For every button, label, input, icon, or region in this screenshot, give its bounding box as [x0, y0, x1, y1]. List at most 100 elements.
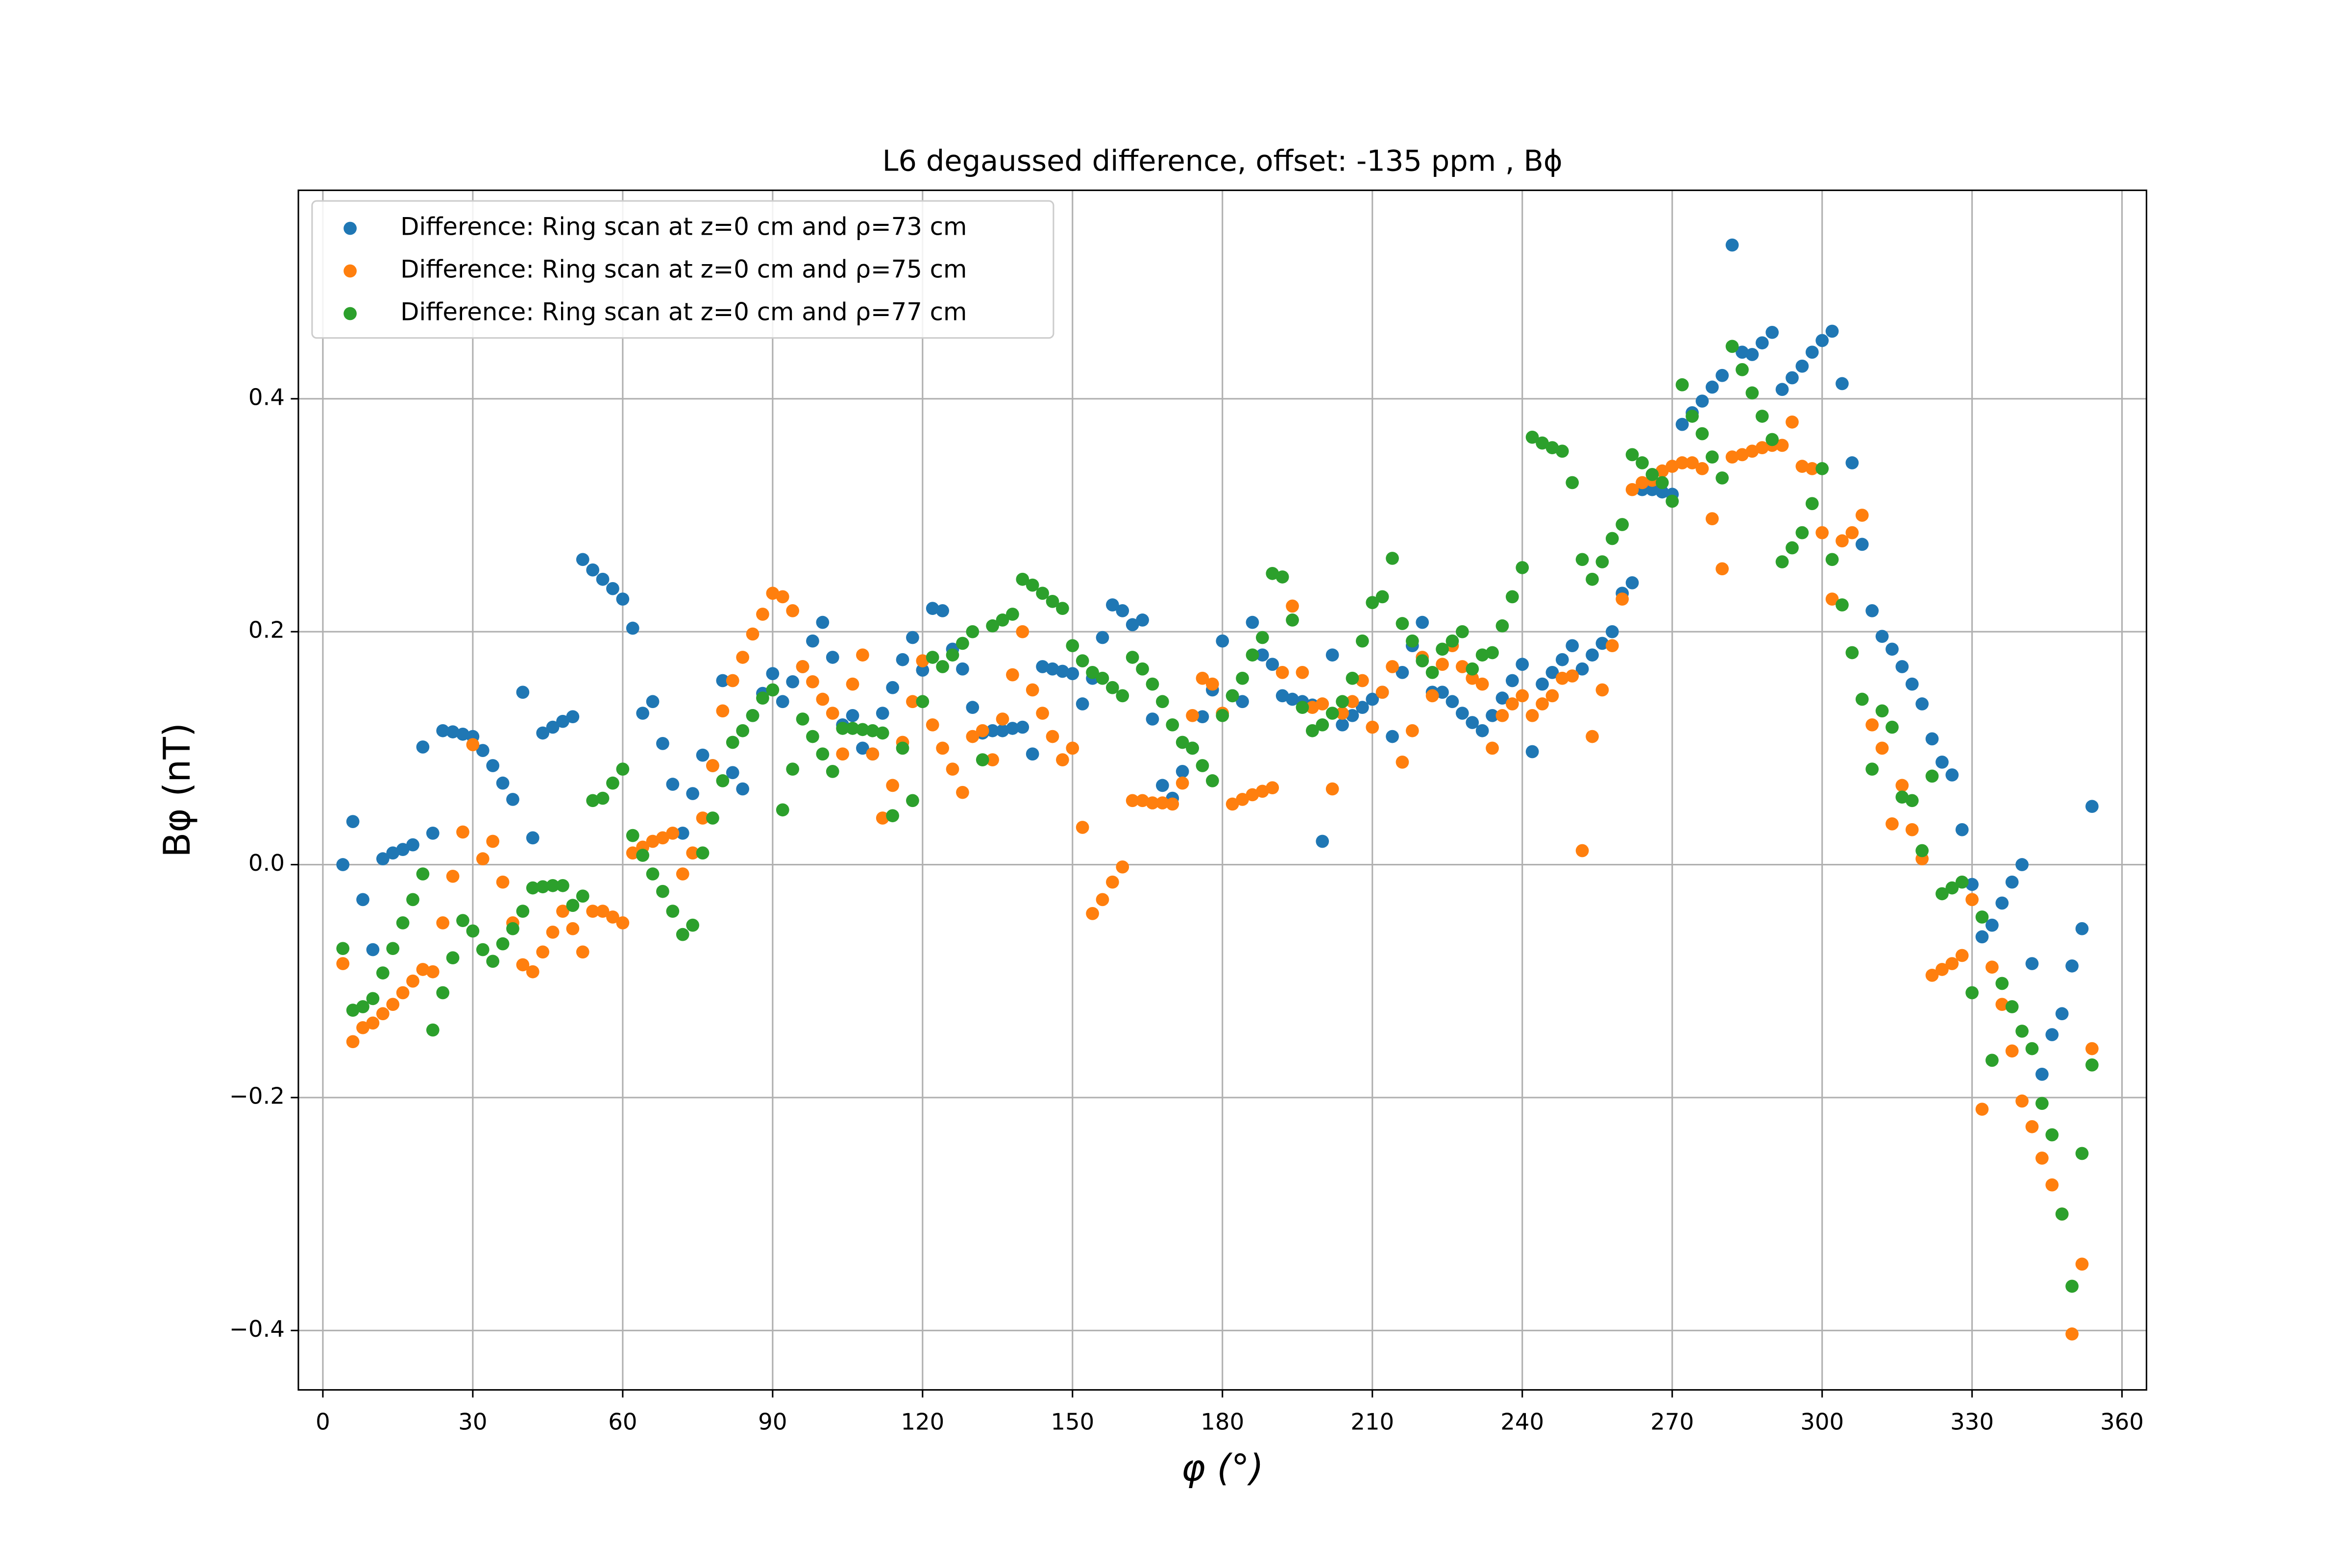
data-point — [606, 776, 619, 790]
data-point — [546, 926, 560, 939]
data-point — [1825, 324, 1839, 338]
data-point — [1236, 671, 1249, 685]
data-point — [1336, 695, 1349, 709]
data-point — [376, 1007, 390, 1021]
data-point — [586, 905, 600, 918]
data-point — [1595, 637, 1609, 650]
x-axis-label: φ (°) — [1181, 1447, 1264, 1490]
legend: Difference: Ring scan at z=0 cm and ρ=73… — [311, 200, 1054, 339]
data-point — [2055, 1207, 2069, 1221]
data-point — [666, 905, 680, 918]
data-point — [2075, 1147, 2089, 1160]
data-point — [1246, 788, 1259, 802]
data-point — [736, 651, 749, 664]
data-point — [1616, 592, 1629, 606]
data-point — [1255, 648, 1269, 662]
data-point — [1936, 887, 1949, 901]
data-point — [1006, 668, 1019, 682]
data-point — [1795, 526, 1809, 539]
data-point — [366, 992, 380, 1005]
data-point — [1216, 709, 1229, 722]
data-point — [1446, 695, 1459, 709]
data-point — [1346, 709, 1359, 722]
data-point — [1275, 689, 1289, 703]
data-point — [1855, 509, 1869, 522]
legend-label: Difference: Ring scan at z=0 cm and ρ=77… — [400, 298, 967, 326]
data-point — [1056, 602, 1069, 615]
data-point — [1955, 823, 1969, 836]
data-point — [1126, 618, 1139, 632]
data-point — [1805, 462, 1819, 475]
data-point — [416, 867, 430, 881]
data-point — [536, 880, 550, 894]
data-point — [936, 741, 949, 755]
data-point — [1666, 460, 1679, 473]
data-point — [376, 852, 390, 866]
data-point — [1425, 689, 1439, 703]
data-point — [1266, 566, 1279, 580]
data-point — [1436, 686, 1449, 699]
data-point — [546, 720, 560, 734]
data-point — [1305, 724, 1319, 737]
data-point — [816, 747, 830, 761]
data-point — [1875, 630, 1889, 643]
data-point — [696, 846, 710, 860]
x-tick-label: 90 — [758, 1408, 787, 1435]
data-point — [1255, 784, 1269, 798]
data-point — [776, 590, 789, 604]
data-point — [1266, 781, 1279, 795]
data-point — [1965, 986, 1979, 1000]
data-point — [1486, 709, 1499, 722]
data-point — [2045, 1028, 2059, 1041]
data-point — [446, 869, 460, 883]
data-point — [486, 759, 500, 772]
data-point — [1995, 896, 2009, 910]
data-point — [1595, 683, 1609, 697]
data-point — [1505, 674, 1519, 687]
data-point — [496, 937, 510, 951]
chart-title: L6 degaussed difference, offset: -135 pp… — [882, 144, 1563, 178]
data-point — [2085, 800, 2099, 813]
data-point — [356, 1000, 369, 1013]
data-point — [1146, 712, 1159, 726]
data-point — [1985, 1054, 1999, 1067]
data-point — [1775, 383, 1789, 396]
data-point — [1975, 930, 1989, 944]
data-point — [596, 572, 610, 586]
data-point — [796, 660, 809, 673]
data-point — [946, 762, 959, 776]
data-point — [1186, 709, 1199, 722]
data-point — [1096, 893, 1109, 906]
data-point — [1176, 776, 1189, 790]
data-point — [1815, 526, 1829, 539]
data-point — [1166, 797, 1179, 811]
data-point — [1396, 617, 1409, 630]
data-point — [776, 803, 789, 817]
data-point — [1845, 456, 1859, 469]
data-point — [726, 674, 739, 687]
data-point — [1836, 534, 1849, 548]
data-point — [1905, 677, 1919, 691]
data-point — [406, 974, 419, 988]
data-point — [1695, 394, 1709, 408]
data-point — [556, 879, 569, 892]
data-point — [1575, 553, 1589, 566]
data-point — [1855, 692, 1869, 706]
data-point — [406, 893, 419, 906]
data-point — [1336, 707, 1349, 720]
data-point — [2035, 1152, 2049, 1165]
data-point — [576, 889, 589, 903]
data-point — [726, 735, 739, 749]
data-point — [1755, 410, 1769, 423]
data-point — [1895, 660, 1909, 673]
data-point — [766, 587, 780, 600]
data-point — [656, 736, 669, 750]
data-point — [1755, 336, 1769, 350]
data-point — [1146, 796, 1159, 809]
data-point — [1886, 817, 1899, 831]
data-point — [1136, 662, 1149, 676]
legend-marker — [343, 264, 357, 278]
x-tick-label: 360 — [2100, 1408, 2144, 1435]
data-point — [396, 843, 410, 857]
